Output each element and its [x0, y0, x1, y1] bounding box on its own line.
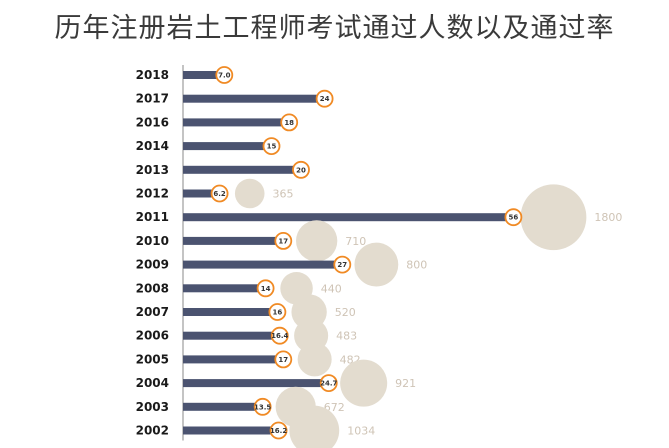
year-label: 2012 [136, 187, 169, 201]
pass-rate-marker [292, 160, 310, 179]
pass-rate-marker [268, 303, 287, 321]
pass-rate-marker [256, 279, 275, 298]
pass-rate-value-label: 17 [278, 237, 288, 245]
pass-rate-marker [269, 421, 288, 440]
year-label: 2009 [136, 258, 169, 272]
pass-rate-value-label: 15 [267, 143, 277, 151]
pass-rate-value-label: 14 [261, 285, 271, 293]
pass-count-bubble [520, 184, 587, 251]
pass-rate-bar [183, 284, 266, 293]
pass-rate-marker [333, 255, 352, 274]
year-label: 2014 [136, 139, 169, 153]
pass-count-label: 1034 [347, 425, 375, 438]
pass-rate-value-label: 24.7 [320, 380, 337, 388]
pass-rate-marker [253, 397, 272, 416]
pass-rate-value-label: 20 [296, 166, 306, 174]
year-label: 2008 [136, 281, 169, 295]
pass-rate-value-label: 16 [273, 309, 283, 317]
pass-count-bubble [354, 242, 399, 287]
pass-rate-bar [183, 118, 290, 127]
year-label: 2017 [136, 92, 169, 106]
year-label: 2002 [136, 424, 169, 438]
pass-rate-marker [274, 350, 293, 369]
pass-rate-marker [280, 113, 299, 132]
pass-rate-value-label: 27 [337, 261, 347, 269]
pass-rate-marker [319, 374, 338, 393]
pass-rate-bar [183, 189, 220, 198]
pass-count-label: 1800 [594, 211, 622, 224]
pass-rate-marker [210, 184, 229, 203]
pass-count-label: 921 [395, 377, 416, 390]
year-label: 2010 [136, 234, 169, 248]
pass-rate-bar [183, 165, 301, 174]
pass-count-label: 440 [321, 282, 342, 295]
pass-rate-marker [270, 326, 289, 345]
pass-rate-marker [215, 66, 234, 84]
pass-rate-bar [183, 71, 225, 79]
pass-rate-marker [315, 89, 334, 108]
pass-rate-value-label: 17 [278, 356, 288, 364]
pass-rate-bar [183, 142, 272, 151]
pass-rate-value-label: 7.0 [218, 72, 231, 80]
year-label: 2018 [136, 68, 169, 82]
pass-count-bubble [234, 178, 265, 209]
year-label: 2016 [136, 115, 169, 129]
year-label: 2007 [136, 305, 169, 319]
pass-rate-value-label: 16.4 [271, 332, 288, 340]
pass-count-label: 483 [336, 330, 357, 343]
pass-rate-bar [183, 379, 329, 388]
pass-rate-bar [183, 426, 279, 435]
pass-rate-value-label: 13.5 [254, 403, 271, 411]
pass-rate-bar [183, 355, 284, 364]
pass-rate-value-label: 6.2 [213, 190, 226, 198]
pass-rate-marker [262, 137, 281, 156]
pass-rate-value-label: 56 [509, 214, 519, 222]
pass-count-label: 710 [345, 235, 366, 248]
pass-rate-bar [183, 213, 514, 222]
year-label: 2011 [136, 210, 169, 224]
pass-rate-bar [183, 402, 263, 411]
year-label: 2003 [136, 400, 169, 414]
year-label: 2006 [136, 329, 169, 343]
pass-rate-value-label: 24 [320, 95, 330, 103]
year-label: 2013 [136, 163, 169, 177]
pass-rate-bar [183, 94, 325, 103]
pass-count-label: 800 [406, 259, 427, 272]
pass-rate-marker [504, 208, 523, 227]
pass-rate-bar [183, 236, 284, 245]
pass-rate-value-label: 18 [284, 119, 294, 127]
pass-rate-marker [274, 231, 293, 250]
pass-rate-bar [183, 260, 343, 269]
year-label: 2005 [136, 352, 169, 366]
pass-rate-value-label: 16.2 [270, 427, 287, 435]
pass-rate-bar [183, 308, 278, 316]
pass-count-bubble [289, 405, 340, 448]
chart-title: 历年注册岩土工程师考试通过人数以及通过率 [54, 13, 615, 44]
pass-rate-bar [183, 331, 280, 340]
pass-count-bubble [297, 342, 332, 377]
pass-count-bubble [340, 359, 388, 407]
pass-count-label: 365 [273, 188, 294, 201]
year-label: 2004 [136, 376, 169, 390]
pass-count-label: 520 [335, 306, 356, 319]
pass-count-bubble [296, 220, 338, 262]
